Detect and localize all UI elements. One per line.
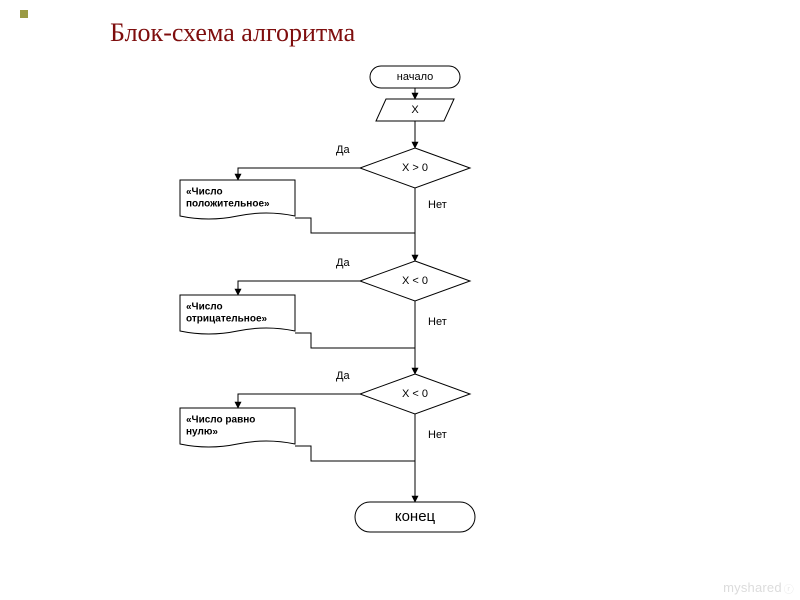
svg-text:отрицательное»: отрицательное» bbox=[186, 314, 268, 325]
svg-text:«Число равно: «Число равно bbox=[186, 415, 255, 426]
svg-text:X > 0: X > 0 bbox=[402, 162, 428, 174]
edge bbox=[295, 446, 415, 461]
svg-text:Да: Да bbox=[336, 257, 350, 269]
svg-text:X < 0: X < 0 bbox=[402, 388, 428, 400]
svg-text:Нет: Нет bbox=[428, 429, 447, 441]
edge bbox=[295, 218, 415, 233]
svg-text:нулю»: нулю» bbox=[186, 427, 218, 438]
svg-text:Нет: Нет bbox=[428, 199, 447, 211]
svg-text:«Число: «Число bbox=[186, 302, 223, 313]
svg-text:X < 0: X < 0 bbox=[402, 275, 428, 287]
edge bbox=[238, 394, 360, 408]
svg-text:Да: Да bbox=[336, 144, 350, 156]
nodes-layer: началоХX > 0X < 0X < 0«Числоположительно… bbox=[180, 66, 475, 532]
svg-text:«Число: «Число bbox=[186, 187, 223, 198]
svg-text:начало: начало bbox=[397, 71, 433, 83]
flowchart-canvas: началоХX > 0X < 0X < 0«Числоположительно… bbox=[0, 0, 800, 600]
edge bbox=[238, 281, 360, 295]
edge bbox=[295, 333, 415, 348]
svg-text:положительное»: положительное» bbox=[186, 199, 270, 210]
watermark: mysharedⓡ bbox=[723, 580, 794, 596]
svg-text:Да: Да bbox=[336, 370, 350, 382]
edge bbox=[238, 168, 360, 180]
svg-text:Нет: Нет bbox=[428, 316, 447, 328]
svg-text:Х: Х bbox=[411, 104, 419, 116]
svg-text:конец: конец bbox=[395, 508, 436, 525]
